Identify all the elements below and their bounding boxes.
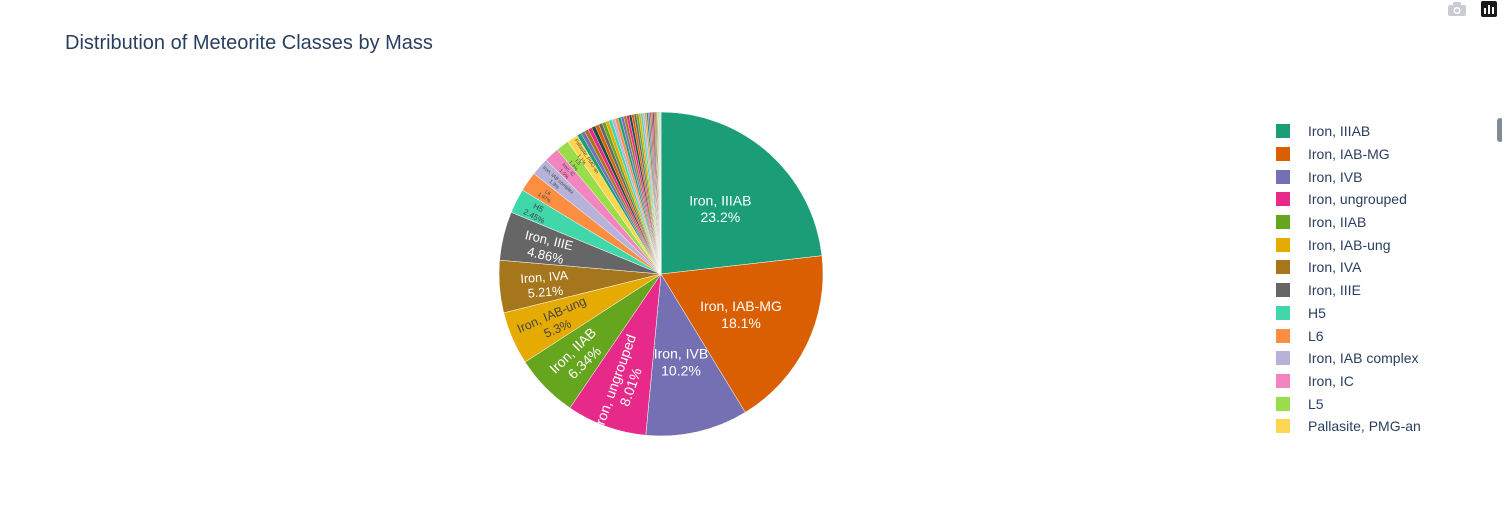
legend-scrollbar[interactable] xyxy=(1497,118,1502,142)
slice-label: Iron, IVB xyxy=(654,346,708,362)
legend-label: Iron, IC xyxy=(1308,372,1354,389)
legend-label: Iron, IAB-ung xyxy=(1308,236,1391,253)
legend-swatch xyxy=(1276,260,1290,275)
legend-swatch xyxy=(1276,305,1290,320)
legend-item[interactable]: Iron, IIAB xyxy=(1276,211,1421,234)
legend-swatch xyxy=(1276,396,1290,411)
legend-item[interactable]: Iron, IIIAB xyxy=(1276,120,1421,143)
legend-label: Iron, IIIAB xyxy=(1308,123,1371,140)
chart-title: Distribution of Meteorite Classes by Mas… xyxy=(65,32,433,54)
pie-slice-iron-iiiab[interactable] xyxy=(660,111,823,275)
slice-label: L6 xyxy=(544,189,552,197)
legend-swatch xyxy=(1276,124,1290,139)
legend-swatch xyxy=(1276,215,1290,230)
slice-percent-label: 5.21% xyxy=(527,284,563,301)
legend-label: Iron, IIIE xyxy=(1308,282,1361,299)
legend-swatch xyxy=(1276,147,1290,162)
legend-swatch xyxy=(1276,328,1290,343)
slice-percent-label: 18.1% xyxy=(721,315,761,331)
legend-item[interactable]: Iron, IAB-MG xyxy=(1276,143,1421,166)
legend-item[interactable]: L6 xyxy=(1276,324,1421,347)
legend-label: Iron, IIAB xyxy=(1308,214,1367,231)
legend-item[interactable]: H5 xyxy=(1276,302,1421,325)
legend-swatch xyxy=(1276,351,1290,366)
legend-swatch xyxy=(1276,169,1290,184)
legend-item[interactable]: Iron, IAB complex xyxy=(1276,347,1421,370)
camera-icon[interactable] xyxy=(1446,0,1468,18)
modebar xyxy=(1446,0,1500,18)
pie-slice-iron-ivb[interactable] xyxy=(645,273,746,437)
legend-item[interactable]: Iron, IAB-ung xyxy=(1276,233,1421,256)
legend-label: Iron, IAB complex xyxy=(1308,350,1419,367)
legend-label: Iron, IVA xyxy=(1308,259,1362,276)
legend-swatch xyxy=(1276,419,1290,434)
legend: Iron, IIIAB Iron, IAB-MG Iron, IVB Iron, un… xyxy=(1276,120,1421,438)
legend-item[interactable]: Iron, IVB xyxy=(1276,165,1421,188)
legend-item[interactable]: Iron, IVA xyxy=(1276,256,1421,279)
pie-slice-iron-iab-mg[interactable] xyxy=(660,255,824,413)
slice-label: H5 xyxy=(532,202,546,215)
slice-percent-label: 1.1% xyxy=(576,153,588,166)
legend-label: L6 xyxy=(1308,327,1324,344)
slice-label: Iron, IVA xyxy=(520,268,569,286)
slice-label: L5 xyxy=(574,158,582,166)
legend-item[interactable]: Iron, ungrouped xyxy=(1276,188,1421,211)
slice-label: Iron, IAB-MG xyxy=(700,298,782,314)
plotly-logo-icon[interactable] xyxy=(1478,0,1500,18)
legend-label: H5 xyxy=(1308,304,1326,321)
slice-percent-label: 10.2% xyxy=(661,363,701,379)
legend-label: Iron, IAB-MG xyxy=(1308,146,1390,163)
legend-label: L5 xyxy=(1308,395,1324,412)
slice-percent-label: 23.2% xyxy=(700,209,740,225)
legend-swatch xyxy=(1276,373,1290,388)
slice-label: Iron, IIIAB xyxy=(689,192,751,208)
legend-label: Iron, IVB xyxy=(1308,168,1363,185)
legend-label: Pallasite, PMG-an xyxy=(1308,418,1421,435)
legend-item[interactable]: Iron, IC xyxy=(1276,370,1421,393)
legend-swatch xyxy=(1276,237,1290,252)
legend-swatch xyxy=(1276,192,1290,207)
legend-swatch xyxy=(1276,283,1290,298)
legend-label: Iron, ungrouped xyxy=(1308,191,1407,208)
legend-item[interactable]: L5 xyxy=(1276,392,1421,415)
legend-item[interactable]: Iron, IIIE xyxy=(1276,279,1421,302)
legend-item[interactable]: Pallasite, PMG-an xyxy=(1276,415,1421,438)
